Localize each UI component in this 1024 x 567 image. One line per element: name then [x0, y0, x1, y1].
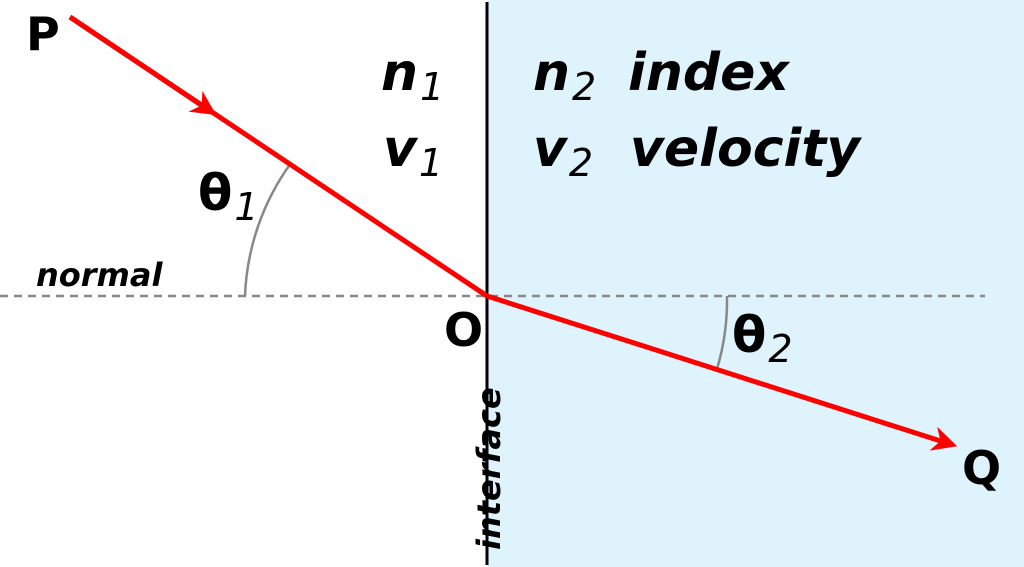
- n2-symbol: n: [533, 43, 570, 103]
- incident-angle-arc: [243, 162, 293, 297]
- theta1-symbol: θ: [198, 164, 232, 222]
- medium-2-index-label: n2: [533, 43, 596, 109]
- point-p-label: P: [26, 7, 60, 61]
- v2-symbol: v: [533, 119, 569, 179]
- interface-label: interface: [470, 387, 508, 550]
- incident-angle-label: θ1: [198, 164, 259, 229]
- n1-symbol: n: [381, 43, 418, 103]
- refracted-ray: [486, 293, 958, 451]
- n1-subscript: 1: [420, 65, 444, 109]
- point-o-label: O: [444, 303, 483, 357]
- theta1-subscript: 1: [234, 185, 258, 229]
- incident-ray-arrow: [68, 14, 217, 116]
- refracted-angle-arc: [715, 295, 729, 370]
- medium-1-index-label: n1: [381, 43, 444, 109]
- v2-subscript: 2: [569, 141, 593, 185]
- theta2-subscript: 2: [768, 327, 792, 371]
- medium-2-velocity-word: velocity: [630, 119, 862, 179]
- v1-symbol: v: [383, 119, 419, 179]
- normal-label: normal: [36, 256, 163, 294]
- refracted-angle-label: θ2: [732, 306, 793, 371]
- medium-2-index-word: index: [628, 43, 790, 103]
- point-q-label: Q: [962, 441, 1001, 495]
- theta2-symbol: θ: [732, 306, 766, 364]
- medium-1-velocity-label: v1: [383, 119, 443, 185]
- medium-2-velocity-label: v2: [533, 119, 593, 185]
- v1-subscript: 1: [419, 141, 443, 185]
- medium-2-region: [487, 0, 1024, 567]
- n2-subscript: 2: [572, 65, 596, 109]
